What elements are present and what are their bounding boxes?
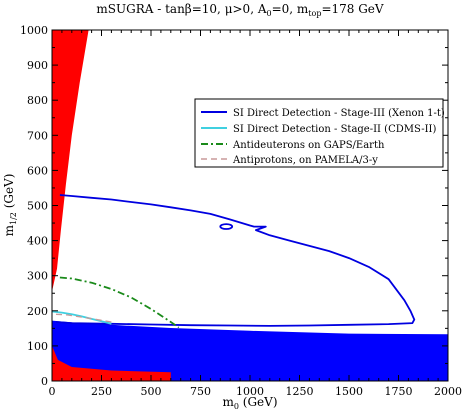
title-mid2: >0, A (233, 2, 267, 16)
x-tick-label: 0 (49, 385, 56, 398)
x-axis-label: m0 (GeV) (222, 395, 277, 411)
y-tick-label: 100 (27, 340, 48, 353)
y-tick-label: 800 (27, 94, 48, 107)
axis-ticks: 0 250 500 750 1000 1250 1500 1750 2000 0 100 200 300… (20, 24, 462, 398)
legend-label-stage3: SI Direct Detection - Stage-III (Xenon 1… (233, 108, 445, 119)
title-suffix: =178 GeV (321, 2, 383, 16)
region-lep-excluded (52, 320, 448, 381)
legend-label-antideuterons: Antideuterons on GAPS/Earth (232, 140, 385, 151)
title-beta: β (185, 2, 192, 16)
y-tick-label: 500 (27, 200, 48, 213)
y-label-sub: 1/2 (9, 212, 18, 225)
y-label-rest: (GeV) (2, 174, 16, 213)
x-label-main: m (222, 395, 234, 409)
x-tick-label: 1500 (335, 385, 363, 398)
x-label-rest: (GeV) (239, 395, 278, 409)
title-prefix: mSUGRA - tan (96, 2, 185, 16)
x-tick-label: 250 (91, 385, 112, 398)
y-tick-label: 700 (27, 129, 48, 142)
y-tick-label: 0 (41, 375, 48, 388)
region-small-red-corner (52, 345, 171, 381)
y-tick-label: 900 (27, 59, 48, 72)
y-axis-label: m1/2 (GeV) (2, 174, 18, 237)
legend-label-stage2: SI Direct Detection - Stage-II (CDMS-II) (233, 124, 436, 135)
y-tick-label: 600 (27, 164, 48, 177)
y-tick-label: 200 (27, 305, 48, 318)
y-label-main: m (2, 224, 16, 236)
stage3-contour-island (219, 223, 234, 230)
region-stau-lsp-excluded (52, 30, 89, 292)
series-line-1 (52, 310, 112, 325)
title-mid3: =0, m (272, 2, 309, 16)
legend-box (194, 98, 444, 168)
plot-area (52, 30, 448, 381)
y-tick-label: 400 (27, 235, 48, 248)
series-line-3 (55, 313, 112, 323)
x-tick-label: 500 (141, 385, 162, 398)
title-mu: μ (225, 2, 233, 16)
series-line-2 (59, 276, 180, 329)
x-tick-label: 2000 (434, 385, 462, 398)
chart-title: mSUGRA - tanβ=10, μ>0, A0=0, mtop=178 Ge… (96, 2, 383, 18)
title-mid1: =10, (192, 2, 225, 16)
title-top-sub: top (308, 9, 321, 18)
x-label-sub: 0 (234, 402, 239, 411)
legend: SI Direct Detection - Stage-III (Xenon 1… (194, 98, 445, 168)
y-tick-label: 300 (27, 270, 48, 283)
title-a-sub: 0 (266, 9, 271, 18)
x-tick-label: 750 (190, 385, 211, 398)
legend-label-antiprotons: Antiprotons, on PAMELA/3-y (232, 155, 378, 166)
x-tick-label: 1750 (385, 385, 413, 398)
series-line-0 (55, 194, 416, 327)
y-tick-label: 1000 (20, 24, 48, 37)
x-tick-label: 1000 (236, 385, 264, 398)
x-tick-label: 1250 (286, 385, 314, 398)
